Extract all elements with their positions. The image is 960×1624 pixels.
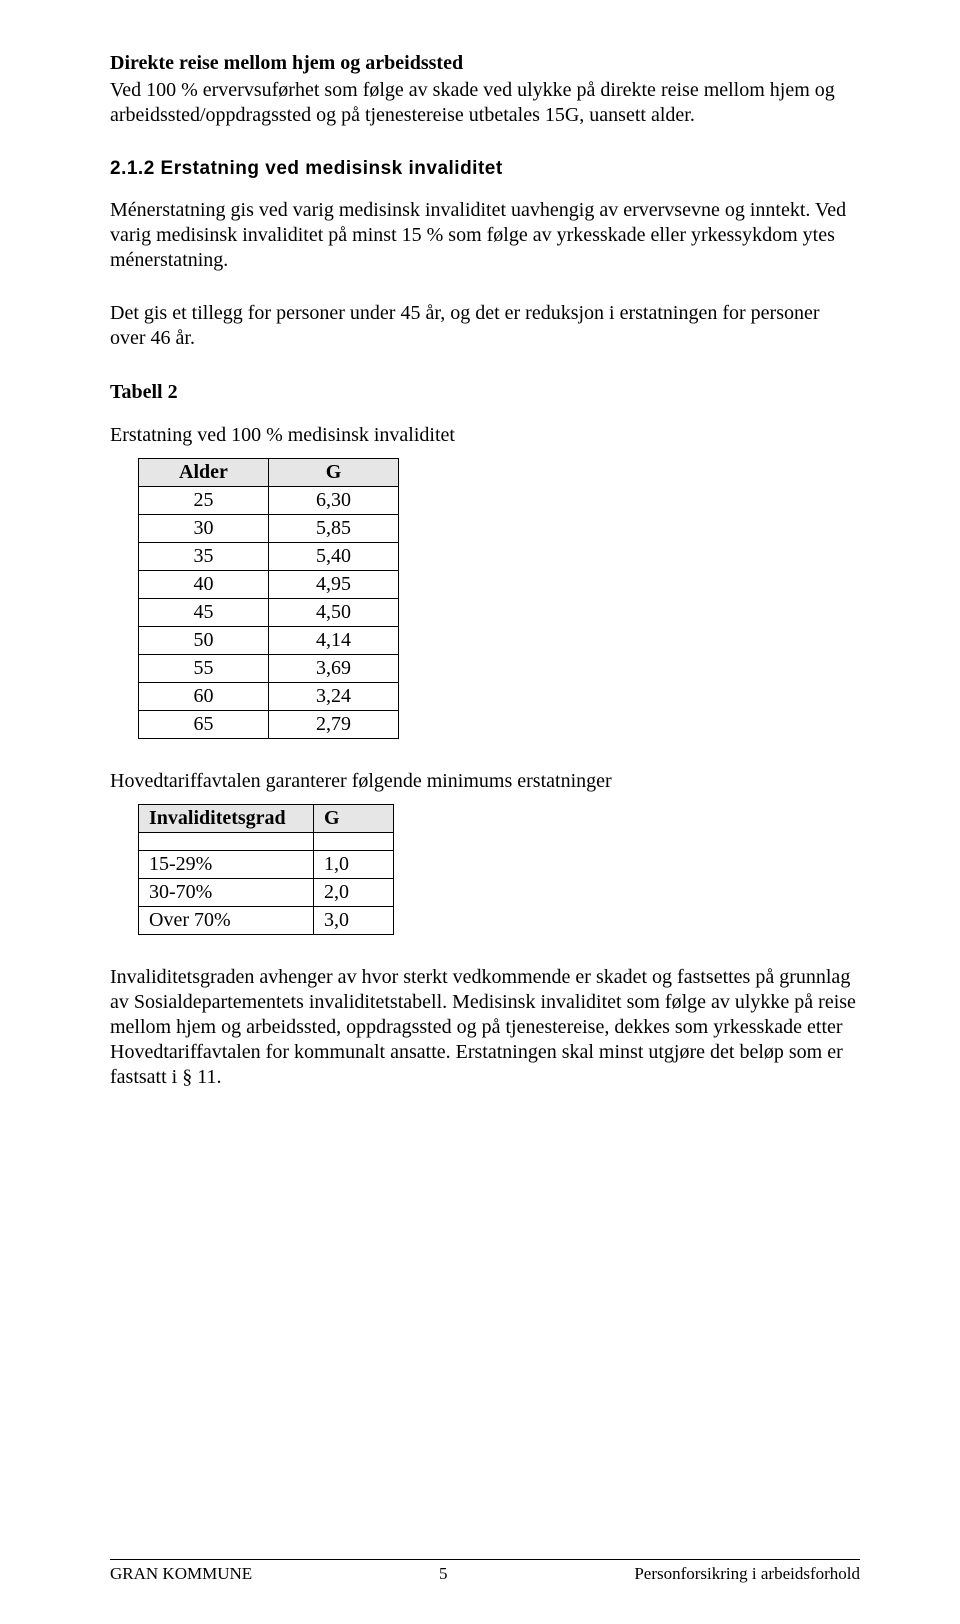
table-cell: 35: [139, 543, 269, 571]
col-header: G: [269, 459, 399, 487]
col-header: G: [314, 805, 394, 833]
table-cell: 1,0: [314, 851, 394, 879]
table-row: 454,50: [139, 599, 399, 627]
table-row: 30-70%2,0: [139, 879, 394, 907]
col-header: Alder: [139, 459, 269, 487]
table-cell: 30: [139, 515, 269, 543]
table-cell: 6,30: [269, 487, 399, 515]
table-cell: 55: [139, 655, 269, 683]
table-row: 652,79: [139, 711, 399, 739]
table-cell: 30-70%: [139, 879, 314, 907]
table-invaliditetsgrad: Invaliditetsgrad G 15-29%1,030-70%2,0Ove…: [138, 804, 394, 935]
page-footer: GRAN KOMMUNE 5 Personforsikring i arbeid…: [110, 1559, 860, 1584]
table-cell: 4,95: [269, 571, 399, 599]
table-row: 603,24: [139, 683, 399, 711]
table-row: 504,14: [139, 627, 399, 655]
table-row: 15-29%1,0: [139, 851, 394, 879]
paragraph: Ménerstatning gis ved varig medisinsk in…: [110, 198, 860, 273]
table-cell: 4,14: [269, 627, 399, 655]
table-row: 404,95: [139, 571, 399, 599]
table-row: 355,40: [139, 543, 399, 571]
table-cell: 25: [139, 487, 269, 515]
table-row: 553,69: [139, 655, 399, 683]
table-cell: 15-29%: [139, 851, 314, 879]
table-cell: 2,0: [314, 879, 394, 907]
footer-right: Personforsikring i arbeidsforhold: [634, 1564, 860, 1584]
col-header: Invaliditetsgrad: [139, 805, 314, 833]
table-cell: 2,79: [269, 711, 399, 739]
footer-page-number: 5: [439, 1564, 448, 1584]
paragraph: Invaliditetsgraden avhenger av hvor ster…: [110, 965, 860, 1090]
table-cell: 3,24: [269, 683, 399, 711]
table-cell: 4,50: [269, 599, 399, 627]
table-cell: 3,0: [314, 907, 394, 935]
paragraph: Ved 100 % ervervsuførhet som følge av sk…: [110, 78, 860, 128]
table-cell: 45: [139, 599, 269, 627]
table-erstatning-alder: Alder G 256,30305,85355,40404,95454,5050…: [138, 458, 399, 739]
table-cell: Over 70%: [139, 907, 314, 935]
footer-left: GRAN KOMMUNE: [110, 1564, 252, 1584]
table-cell: 50: [139, 627, 269, 655]
paragraph: Hovedtariffavtalen garanterer følgende m…: [110, 769, 860, 794]
section-title-212: 2.1.2 Erstatning ved medisinsk invalidit…: [110, 158, 860, 180]
table-cell: 5,40: [269, 543, 399, 571]
paragraph: Det gis et tillegg for personer under 45…: [110, 301, 860, 351]
document-page: Direkte reise mellom hjem og arbeidssted…: [0, 0, 960, 1624]
table-row: Over 70%3,0: [139, 907, 394, 935]
table-cell: 3,69: [269, 655, 399, 683]
table-header-row: Invaliditetsgrad G: [139, 805, 394, 833]
table-cell: 60: [139, 683, 269, 711]
table-label: Tabell 2: [110, 379, 860, 405]
table-cell: 65: [139, 711, 269, 739]
table-cell: 40: [139, 571, 269, 599]
table-row: 305,85: [139, 515, 399, 543]
heading-direkte-reise: Direkte reise mellom hjem og arbeidssted: [110, 50, 860, 76]
table-spacer-row: [139, 833, 394, 851]
table-cell: 5,85: [269, 515, 399, 543]
table-caption: Erstatning ved 100 % medisinsk invalidit…: [110, 423, 860, 448]
table-header-row: Alder G: [139, 459, 399, 487]
table-row: 256,30: [139, 487, 399, 515]
